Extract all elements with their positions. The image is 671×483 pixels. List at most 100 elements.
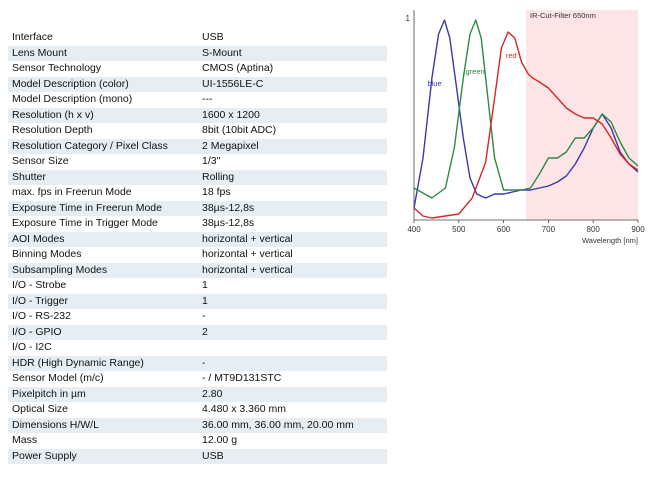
spec-label: Lens Mount — [8, 45, 198, 61]
spec-label: Model Description (color) — [8, 76, 198, 92]
spec-row: Binning Modes horizontal + vertical — [8, 247, 387, 263]
spec-value — [198, 340, 387, 356]
spec-row: Shutter Rolling — [8, 169, 387, 185]
spec-value: 36.00 mm, 36.00 mm, 20.00 mm — [198, 417, 387, 433]
series-label-blue: blue — [427, 79, 441, 88]
spec-label: Resolution (h x v) — [8, 107, 198, 123]
spec-row: AOI Modes horizontal + vertical — [8, 231, 387, 247]
spec-label: Pixelpitch in µm — [8, 386, 198, 402]
spec-label: Power Supply — [8, 448, 198, 464]
spec-row: Interface USB — [8, 30, 387, 46]
spec-label: Exposure Time in Trigger Mode — [12, 217, 158, 229]
spec-row: I/O - GPIO 2 — [8, 324, 387, 340]
x-tick-label: 800 — [587, 225, 601, 234]
spec-label: AOI Modes — [8, 231, 198, 247]
spec-label: Resolution Category / Pixel Class — [8, 138, 198, 154]
spec-label: max. fps in Freerun Mode — [12, 186, 132, 198]
spec-value: USB — [198, 448, 387, 464]
spectral-chart-svg: IR-Cut-Filter 650nm blue green red 400 500 6… — [406, 10, 646, 245]
spectral-response-chart: IR-Cut-Filter 650nm blue green red 400 500 6… — [398, 4, 666, 262]
spec-value: 4.480 x 3.360 mm — [202, 403, 287, 415]
spec-value: 1600 x 1200 — [198, 107, 387, 123]
spec-table-body: Interface USB Lens Mount S-Mount Sensor Tech… — [8, 30, 387, 464]
spec-label: Optical Size — [12, 403, 69, 415]
spec-value: 1 — [198, 293, 387, 309]
x-tick-label: 900 — [631, 225, 645, 234]
x-tick-label: 500 — [452, 225, 466, 234]
x-axis-label: Wavelength [nm] — [582, 236, 638, 245]
spec-label: HDR (High Dynamic Range) — [8, 355, 198, 371]
spec-label: Sensor Technology — [12, 62, 102, 74]
series-line-green — [413, 19, 639, 199]
tick-layer: 400 500 600 700 800 900 1 — [406, 14, 646, 234]
spec-value: 2 — [198, 324, 387, 340]
spec-value: 12.00 g — [202, 434, 238, 446]
spec-value: 38µs-12,8s — [202, 217, 255, 229]
spec-value: --- — [202, 93, 213, 105]
spec-label: Sensor Model (m/c) — [12, 372, 104, 384]
ir-cut-region — [526, 10, 638, 220]
spec-label: Model Description (mono) — [12, 93, 133, 105]
spec-row: Model Description (mono) --- — [8, 92, 387, 108]
spec-row: Power Supply USB — [8, 448, 387, 464]
spec-label: I/O - Trigger — [8, 293, 198, 309]
spec-value: CMOS (Aptina) — [202, 62, 274, 74]
spec-label: Sensor Size — [12, 155, 69, 167]
spec-row: HDR (High Dynamic Range) - — [8, 355, 387, 371]
spec-label: Interface — [12, 31, 53, 43]
spec-row: Lens Mount S-Mount — [8, 45, 387, 61]
spec-row: Subsampling Modes horizontal + vertical — [8, 262, 387, 278]
spec-value: horizontal + vertical — [202, 248, 293, 260]
x-tick-label: 400 — [407, 225, 421, 234]
spec-row: I/O - I2C — [8, 340, 387, 356]
y-tick-label: 1 — [406, 14, 411, 23]
spec-row: Mass 12.00 g — [8, 433, 387, 449]
spec-value: - / MT9D131STC — [202, 372, 282, 384]
spec-label: Mass — [12, 434, 38, 446]
spec-value: 2.80 — [198, 386, 387, 402]
spec-row: Resolution Category / Pixel Class 2 Megap… — [8, 138, 387, 154]
series-label-green: green — [466, 67, 485, 76]
spec-row: Sensor Model (m/c) - / MT9D131STC — [8, 371, 387, 387]
spec-label: I/O - Strobe — [12, 279, 67, 291]
spec-value: 18 fps — [202, 186, 231, 198]
spec-row: I/O - RS-232 - — [8, 309, 387, 325]
x-tick-label: 700 — [542, 225, 556, 234]
series-label-red: red — [506, 51, 517, 60]
spec-label: Shutter — [8, 169, 198, 185]
spec-value: UI-1556LE-C — [198, 76, 387, 92]
spec-label: I/O - RS-232 — [12, 310, 71, 322]
spec-row: Sensor Technology CMOS (Aptina) — [8, 61, 387, 77]
spec-value: 1/3" — [202, 155, 221, 167]
spec-value: Rolling — [198, 169, 387, 185]
spec-value: 2 Megapixel — [198, 138, 387, 154]
spec-label: Binning Modes — [12, 248, 82, 260]
spec-row: Model Description (color) UI-1556LE-C — [8, 76, 387, 92]
spec-value: 8bit (10bit ADC) — [202, 124, 277, 136]
spec-value: horizontal + vertical — [198, 231, 387, 247]
spec-value: - — [198, 355, 387, 371]
spec-row: I/O - Trigger 1 — [8, 293, 387, 309]
spec-row: max. fps in Freerun Mode 18 fps — [8, 185, 387, 201]
spec-row: Sensor Size 1/3" — [8, 154, 387, 170]
series-layer: blue green red — [413, 19, 639, 219]
spec-table: Interface USB Lens Mount S-Mount Sensor Tech… — [8, 30, 387, 464]
x-tick-label: 600 — [497, 225, 511, 234]
spec-row: Optical Size 4.480 x 3.360 mm — [8, 402, 387, 418]
spec-label: Dimensions H/W/L — [8, 417, 198, 433]
ir-cut-filter-label: IR-Cut-Filter 650nm — [530, 11, 596, 20]
spec-row: Dimensions H/W/L 36.00 mm, 36.00 mm, 20.0… — [8, 417, 387, 433]
spec-row: Resolution Depth 8bit (10bit ADC) — [8, 123, 387, 139]
spec-row: Exposure Time in Trigger Mode 38µs-12,8s — [8, 216, 387, 232]
spec-value: S-Mount — [198, 45, 387, 61]
spec-row: Resolution (h x v) 1600 x 1200 — [8, 107, 387, 123]
spec-label: I/O - I2C — [12, 341, 52, 353]
spec-value: horizontal + vertical — [198, 262, 387, 278]
spec-value: USB — [202, 31, 224, 43]
spec-label: Exposure Time in Freerun Mode — [8, 200, 198, 216]
spec-value: - — [202, 310, 206, 322]
spec-value: 1 — [202, 279, 208, 291]
series-line-red — [413, 31, 639, 219]
spec-label: Resolution Depth — [12, 124, 93, 136]
spec-row: Pixelpitch in µm 2.80 — [8, 386, 387, 402]
